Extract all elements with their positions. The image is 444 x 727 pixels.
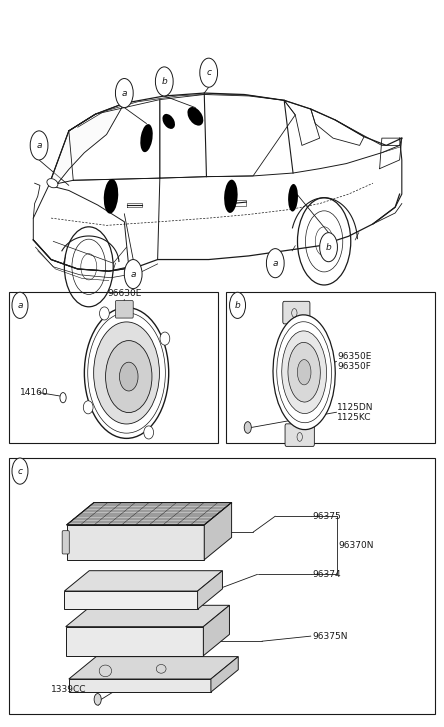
Ellipse shape <box>163 114 175 129</box>
Bar <box>9 292 218 443</box>
Text: 96375N: 96375N <box>312 632 348 640</box>
Text: b: b <box>326 243 331 252</box>
Text: 1125KC: 1125KC <box>337 413 372 422</box>
Circle shape <box>12 292 28 318</box>
Ellipse shape <box>297 360 311 385</box>
Ellipse shape <box>160 332 170 345</box>
Text: a: a <box>17 301 23 310</box>
FancyBboxPatch shape <box>115 301 133 318</box>
Polygon shape <box>211 656 238 692</box>
Circle shape <box>320 233 337 262</box>
Ellipse shape <box>224 180 238 213</box>
Circle shape <box>155 67 173 96</box>
Polygon shape <box>66 606 230 627</box>
Ellipse shape <box>99 307 109 320</box>
Circle shape <box>94 694 101 705</box>
Ellipse shape <box>140 124 153 152</box>
Polygon shape <box>67 525 204 560</box>
Text: 1125DN: 1125DN <box>337 403 374 411</box>
Text: b: b <box>235 301 240 310</box>
Circle shape <box>12 458 28 484</box>
Circle shape <box>230 292 246 318</box>
Polygon shape <box>66 627 203 656</box>
Ellipse shape <box>273 315 335 430</box>
Circle shape <box>124 260 142 289</box>
Polygon shape <box>69 656 238 679</box>
Text: 96375: 96375 <box>312 512 341 521</box>
Text: a: a <box>273 259 278 268</box>
Ellipse shape <box>104 179 118 214</box>
Text: 14160: 14160 <box>20 388 48 397</box>
Polygon shape <box>204 502 232 560</box>
Ellipse shape <box>94 322 159 424</box>
Text: 96630E: 96630E <box>107 289 142 298</box>
Circle shape <box>244 422 251 433</box>
Text: a: a <box>36 141 42 150</box>
Circle shape <box>60 393 66 403</box>
Ellipse shape <box>47 179 58 188</box>
Ellipse shape <box>106 340 152 413</box>
Bar <box>9 458 435 714</box>
Ellipse shape <box>119 362 138 391</box>
Polygon shape <box>198 571 222 609</box>
Polygon shape <box>64 571 222 591</box>
Text: 96350F: 96350F <box>337 362 371 371</box>
Text: 1339CC: 1339CC <box>51 685 87 694</box>
Text: c: c <box>206 68 211 77</box>
Text: 96370N: 96370N <box>339 541 374 550</box>
Circle shape <box>200 58 218 87</box>
Circle shape <box>266 249 284 278</box>
FancyBboxPatch shape <box>62 531 69 554</box>
Bar <box>226 292 435 443</box>
Polygon shape <box>67 502 232 525</box>
Text: 96350E: 96350E <box>337 352 372 361</box>
Ellipse shape <box>288 342 320 402</box>
Ellipse shape <box>187 107 203 126</box>
Ellipse shape <box>83 401 93 414</box>
Polygon shape <box>69 679 211 692</box>
Ellipse shape <box>282 331 326 414</box>
FancyBboxPatch shape <box>283 301 310 324</box>
FancyBboxPatch shape <box>285 424 314 446</box>
Bar <box>72 630 192 652</box>
Circle shape <box>30 131 48 160</box>
Text: c: c <box>17 467 23 475</box>
Ellipse shape <box>144 426 154 439</box>
Polygon shape <box>64 591 198 609</box>
Text: a: a <box>122 89 127 97</box>
Polygon shape <box>203 606 230 656</box>
Circle shape <box>115 79 133 108</box>
Text: 96374: 96374 <box>312 570 341 579</box>
Ellipse shape <box>288 184 298 212</box>
Text: a: a <box>131 270 136 278</box>
Text: b: b <box>162 77 167 86</box>
Polygon shape <box>49 103 124 185</box>
